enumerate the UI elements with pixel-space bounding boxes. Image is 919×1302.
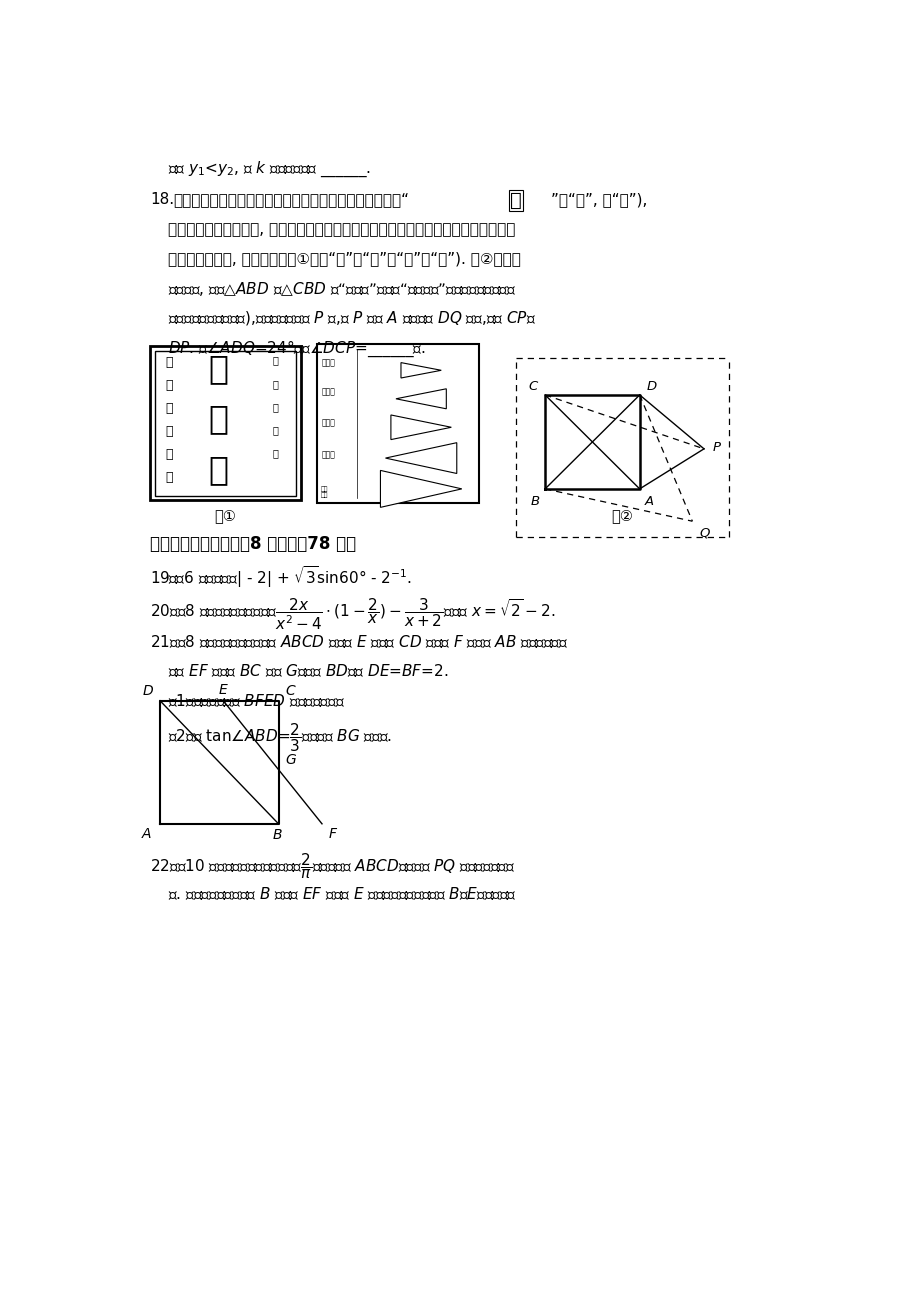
- Text: 彇: 彇: [272, 355, 278, 366]
- Text: $Q$: $Q$: [698, 526, 709, 540]
- Text: $G$: $G$: [284, 754, 297, 767]
- Text: 一半斜: 一半斜: [321, 387, 335, 396]
- Text: $P$: $P$: [711, 441, 720, 454]
- Polygon shape: [385, 443, 456, 474]
- Text: 图②: 图②: [611, 508, 633, 523]
- Text: 连接 $EF$ 交线段 $BC$ 于点 $G$，连接 $BD$，若 $DE$=$BF$=2.: 连接 $EF$ 交线段 $BC$ 于点 $G$，连接 $BD$，若 $DE$=$…: [167, 663, 448, 680]
- Polygon shape: [395, 389, 446, 409]
- Polygon shape: [401, 362, 441, 378]
- Text: 汲: 汲: [165, 379, 173, 392]
- Text: 跢: 跢: [208, 353, 228, 385]
- Text: $B$: $B$: [529, 495, 539, 508]
- Text: 它的基本组件为斜角形, 包括长斜两只、右半斜两只、左半斜两只、闰一只、小三斜四: 它的基本组件为斜角形, 包括长斜两只、右半斜两只、左半斜两只、闰一只、小三斜四: [167, 221, 515, 237]
- Text: 原: 原: [165, 448, 173, 461]
- Polygon shape: [380, 470, 461, 508]
- Text: （2）若 tan∠$ABD$=$\dfrac{2}{3}$，求线段 $BG$ 的长度.: （2）若 tan∠$ABD$=$\dfrac{2}{3}$，求线段 $BG$ 的…: [167, 721, 391, 754]
- Text: $D$: $D$: [645, 380, 657, 393]
- Text: 19．（6 分）计算：| - 2| + $\sqrt{3}$sin60° - $2^{-1}$.: 19．（6 分）计算：| - 2| + $\sqrt{3}$sin60° - $…: [150, 564, 412, 590]
- Text: 板: 板: [272, 448, 278, 458]
- Text: 21．（8 分）如图所示，在矩形 $ABCD$ 中，点 $E$ 在线段 $CD$ 上，点 $F$ 在线段 $AB$ 的延长线上，: 21．（8 分）如图所示，在矩形 $ABCD$ 中，点 $E$ 在线段 $CD$…: [150, 634, 568, 651]
- Text: 今: 今: [165, 471, 173, 484]
- Text: $D$: $D$: [142, 685, 153, 698]
- Text: 三、解答题（本大题共8 小题，全78 分）: 三、解答题（本大题共8 小题，全78 分）: [150, 535, 356, 553]
- Text: $DP$. 若∠$ADQ$=24°，则∠$DCP$=______度.: $DP$. 若∠$ADQ$=24°，则∠$DCP$=______度.: [167, 339, 425, 359]
- Bar: [154, 352, 296, 496]
- Text: $C$: $C$: [284, 685, 296, 698]
- Text: 一大斜: 一大斜: [321, 418, 335, 427]
- Text: $B$: $B$: [271, 828, 282, 842]
- Text: 图①: 图①: [214, 508, 236, 523]
- Text: $A$: $A$: [643, 495, 654, 508]
- Text: $F$: $F$: [328, 827, 338, 841]
- Text: 只、大三斜两只, 共十三只（图①中的“樣”和“隻”为“样”和“只”). 图②为某蝶: 只、大三斜两只, 共十三只（图①中的“樣”和“隻”为“样”和“只”). 图②为某…: [167, 251, 520, 266]
- Text: $C$: $C$: [528, 380, 539, 393]
- Text: 跢: 跢: [510, 191, 521, 210]
- Text: 闟: 闟: [165, 424, 173, 437]
- Text: （1）求证：四边形 $BFED$ 是平行四边形；: （1）求证：四边形 $BFED$ 是平行四边形；: [167, 693, 345, 708]
- Bar: [316, 344, 479, 503]
- Text: $A$: $A$: [141, 827, 152, 841]
- Text: 18.: 18.: [150, 193, 174, 207]
- Text: 内. 如图所示，刚开始点 $B$ 与斜面 $EF$ 上的点 $E$ 重合，先将该物体绕点 $B$（$E$）按逃时针: 内. 如图所示，刚开始点 $B$ 与斜面 $EF$ 上的点 $E$ 重合，先将该…: [167, 885, 516, 902]
- Text: 圖: 圖: [208, 453, 228, 486]
- Text: $E$: $E$: [218, 682, 228, 697]
- Text: 几设计图, 其中△$ABD$ 和△$CBD$ 为“大三斜”组件（“一樣二隻”的大三斜组件为两个: 几设计图, 其中△$ABD$ 和△$CBD$ 为“大三斜”组件（“一樣二隻”的大…: [167, 280, 516, 298]
- Text: 原: 原: [272, 424, 278, 435]
- Bar: [150, 346, 301, 500]
- Text: 均有 $y_1$<$y_2$, 则 $k$ 的取值范围是 ______.: 均有 $y_1$<$y_2$, 则 $k$ 的取值范围是 ______.: [167, 160, 370, 180]
- Text: 全等的等腺直角三角形),已知某人位于点 $P$ 处,点 $P$ 与点 $A$ 关于直线 $DQ$ 对称,连接 $CP$、: 全等的等腺直角三角形),已知某人位于点 $P$ 处,点 $P$ 与点 $A$ 关…: [167, 310, 535, 328]
- Polygon shape: [391, 415, 451, 440]
- Text: 一長斜: 一長斜: [321, 358, 335, 367]
- Text: 几: 几: [208, 402, 228, 435]
- Text: 揊: 揊: [165, 355, 173, 368]
- Text: 20．（8 分）先化简，再求値：$\dfrac{2x}{x^2-4}\cdot(1-\dfrac{2}{x})-\dfrac{3}{x+2}$，其中 $x=\s: 20．（8 分）先化简，再求値：$\dfrac{2x}{x^2-4}\cdot(…: [150, 596, 555, 633]
- Text: 22．（10 分）将一物体（视为边长为$\dfrac{2}{\pi}$米的正方形 $ABCD$）从地面 $PQ$ 上抄到货车车厂: 22．（10 分）将一物体（视为边长为$\dfrac{2}{\pi}$米的正方形…: [150, 850, 515, 880]
- Text: 古: 古: [165, 402, 173, 415]
- Text: 堂: 堂: [272, 402, 278, 411]
- Text: 大三斜: 大三斜: [321, 450, 335, 460]
- Text: 解题
答案: 解题 答案: [321, 486, 328, 499]
- Text: 《蝶几图》是明朝人戈汕所作的一部组合家具的设计图（“: 《蝶几图》是明朝人戈汕所作的一部组合家具的设计图（“: [173, 193, 409, 207]
- Text: ”为“蟥”, 同“蝶”),: ”为“蟥”, 同“蝶”),: [550, 193, 646, 207]
- Text: 山: 山: [272, 379, 278, 389]
